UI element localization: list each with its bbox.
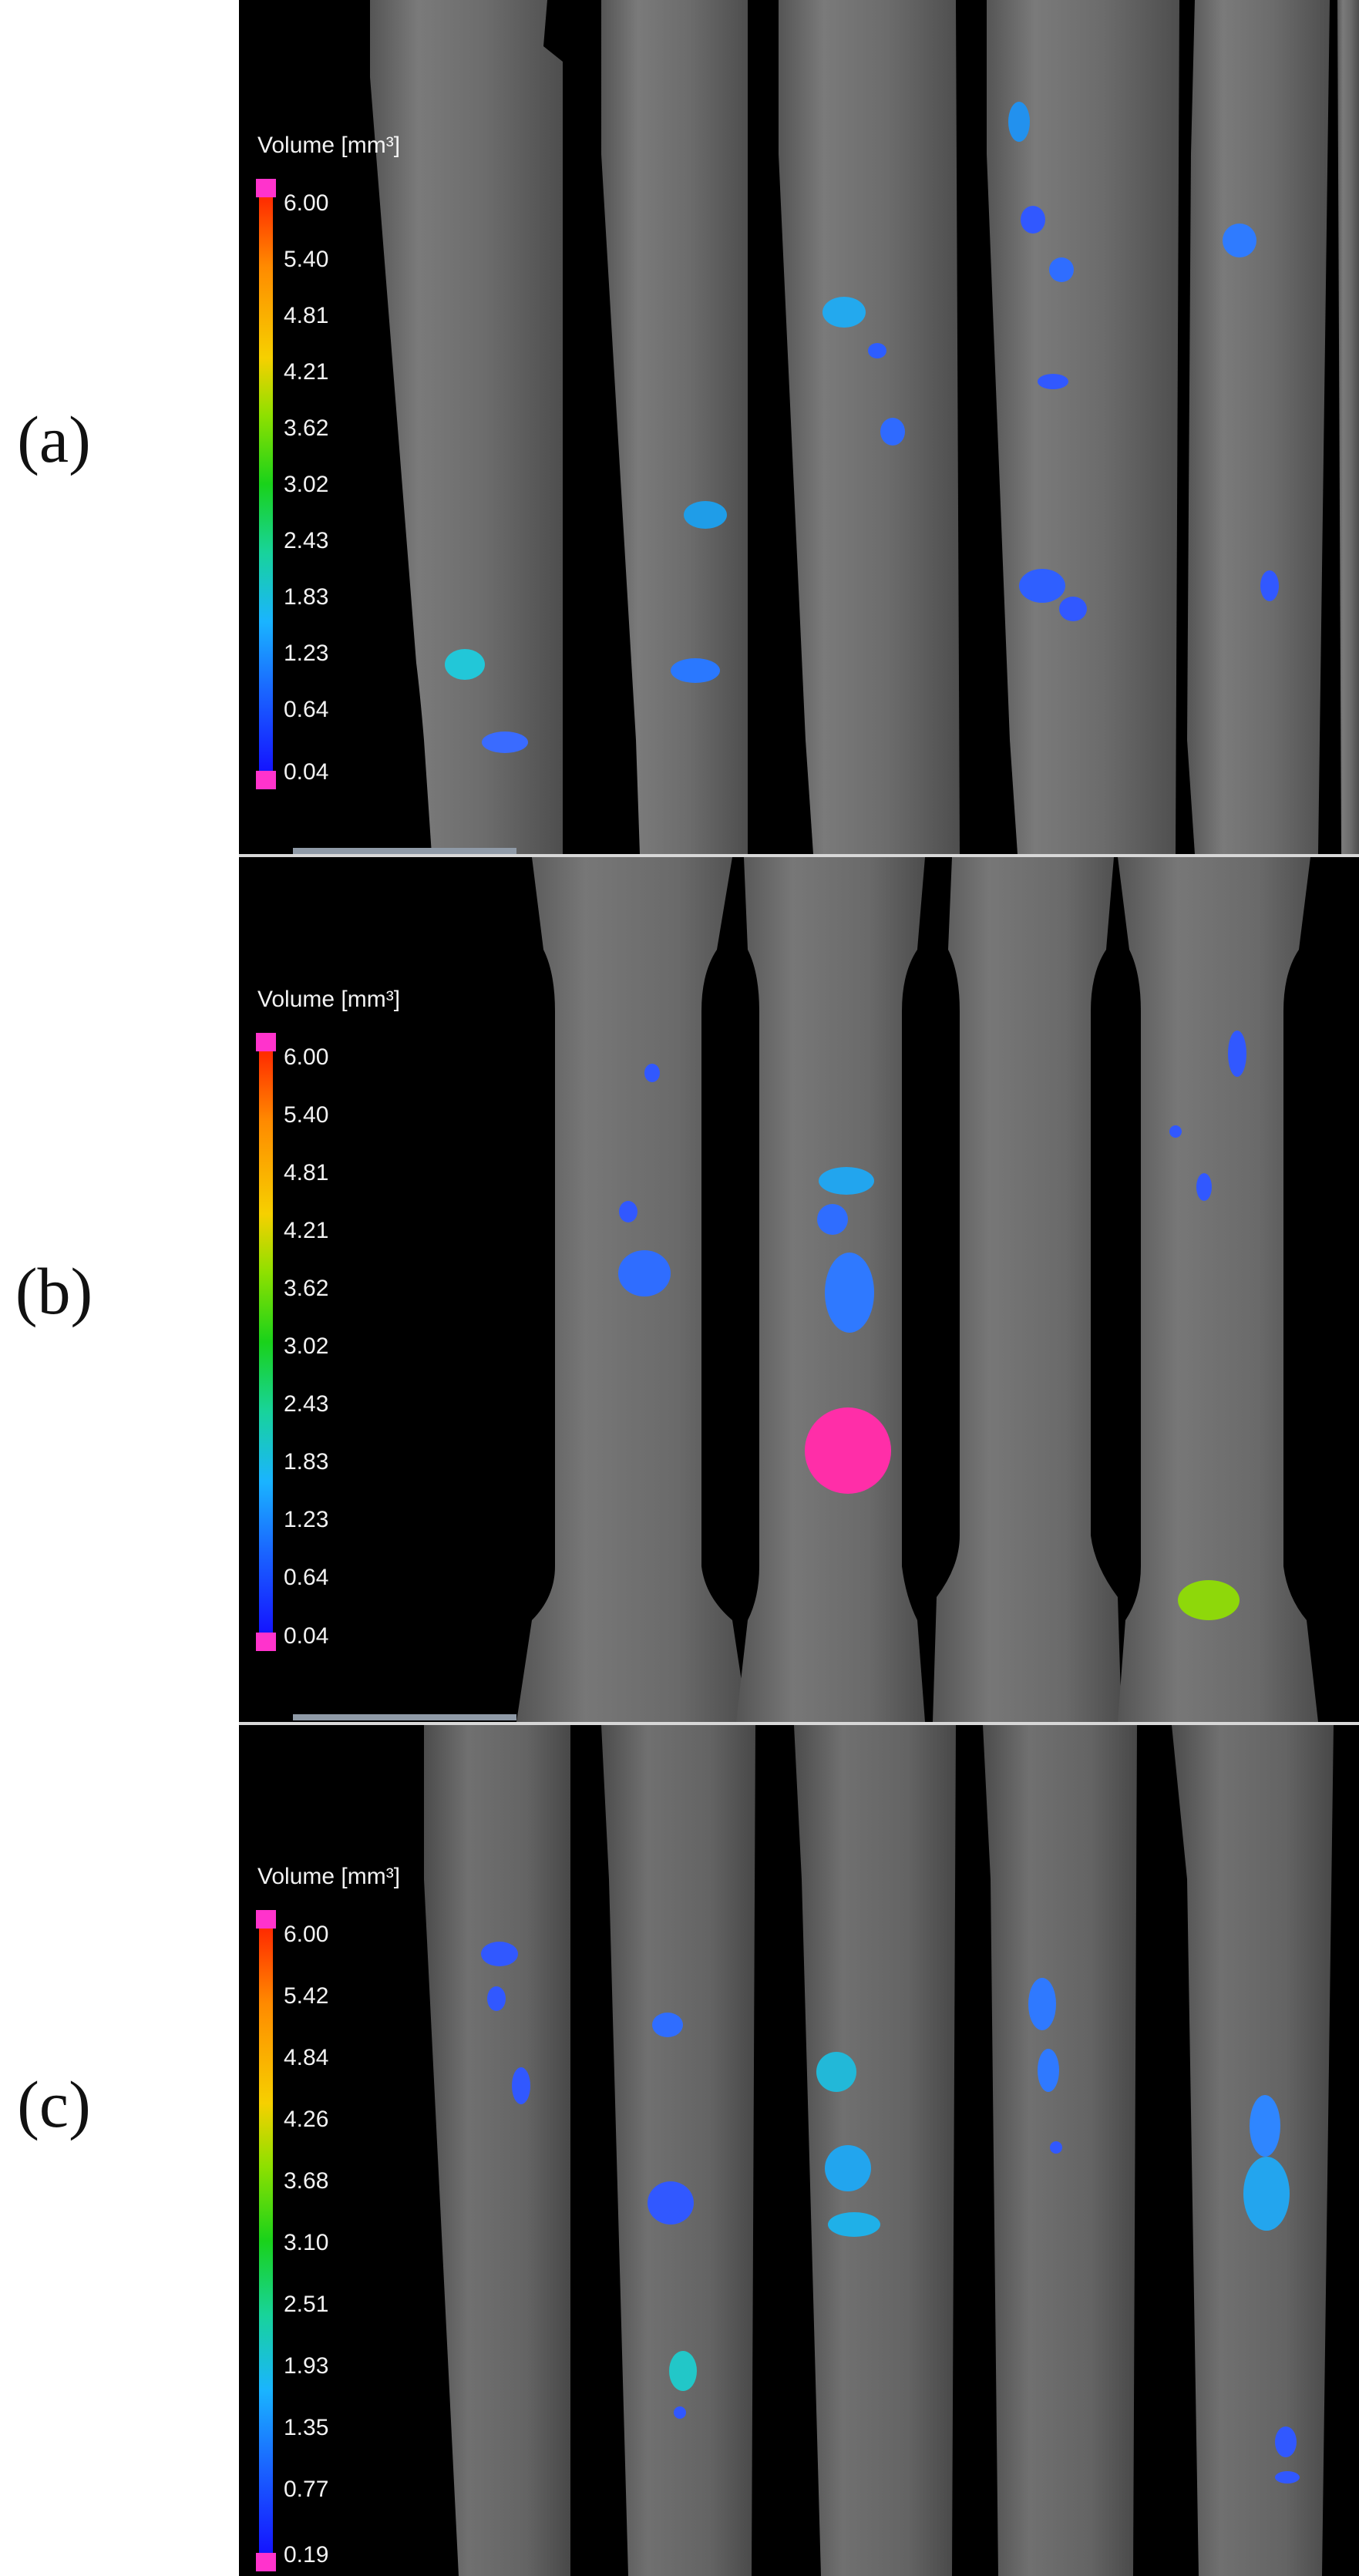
pore-cluster [618, 1031, 1246, 1620]
legend-tick: 5.42 [284, 1983, 329, 2009]
legend-tick: 3.62 [284, 1276, 329, 1301]
legend-cap-top [256, 179, 276, 197]
legend-tick: 1.35 [284, 2415, 329, 2440]
legend-tick: 4.21 [284, 1218, 329, 1243]
legend-cap-top [256, 1910, 276, 1929]
panel-label-b: (b) [15, 1254, 93, 1328]
legend-tick: 4.81 [284, 1160, 329, 1185]
legend-tick: 3.02 [284, 1333, 329, 1359]
panel-b: Volume [mm³] 6.00 5.40 4.81 4.21 3.62 3.… [239, 857, 1359, 1722]
specimen-rod [370, 0, 1359, 854]
color-scale-bar [259, 1929, 273, 2553]
panel-divider [239, 1722, 1359, 1725]
legend-tick: 3.62 [284, 415, 329, 441]
legend-tick: 1.93 [284, 2353, 329, 2379]
legend-tick: 2.43 [284, 1391, 329, 1417]
panel-label-a: (a) [17, 402, 91, 476]
legend-tick: 5.40 [284, 247, 329, 272]
legend-tick: 1.83 [284, 1449, 329, 1475]
legend-title: Volume [mm³] [257, 987, 401, 1012]
legend-tick: 0.04 [284, 759, 329, 785]
legend-tick: 6.00 [284, 1044, 329, 1070]
pore-cluster [481, 1942, 1300, 2484]
legend-tick: 3.68 [284, 2168, 329, 2194]
pore-cluster [445, 102, 1279, 753]
legend-tick: 4.21 [284, 359, 329, 385]
legend-tick: 3.02 [284, 472, 329, 497]
panel-c-specimens [424, 1725, 1334, 2576]
panel-a: Volume [mm³] 6.00 5.40 4.81 4.21 3.62 3.… [239, 0, 1359, 854]
legend-tick: 2.43 [284, 528, 329, 553]
legend-cap-top [256, 1033, 276, 1051]
panel-b-specimens [516, 857, 1318, 1722]
legend-tick: 0.64 [284, 1565, 329, 1590]
specimen-rod [424, 1725, 1334, 2576]
legend-tick: 4.81 [284, 303, 329, 328]
legend-tick: 1.23 [284, 1507, 329, 1532]
scale-bar [293, 848, 516, 854]
legend-tick: 6.00 [284, 1922, 329, 1947]
legend-title: Volume [mm³] [257, 133, 401, 158]
panel-c: Volume [mm³] 6.00 5.42 4.84 4.26 3.68 3.… [239, 1725, 1359, 2576]
legend-cap-bottom [256, 2553, 276, 2571]
legend-tick: 1.83 [284, 584, 329, 610]
legend-tick: 4.26 [284, 2107, 329, 2132]
legend-cap-bottom [256, 771, 276, 789]
legend-title: Volume [mm³] [257, 1864, 401, 1889]
scale-bar [293, 1714, 516, 1720]
legend-tick: 0.04 [284, 1623, 329, 1649]
color-scale-bar [259, 1051, 273, 1633]
legend-tick: 4.84 [284, 2045, 329, 2070]
legend-tick: 6.00 [284, 190, 329, 216]
panel-label-c: (c) [17, 2067, 91, 2141]
legend-cap-bottom [256, 1633, 276, 1651]
legend-tick: 2.51 [284, 2292, 329, 2317]
legend-tick: 0.19 [284, 2542, 329, 2568]
panel-divider [239, 854, 1359, 857]
legend-tick: 0.77 [284, 2477, 329, 2502]
legend-tick: 5.40 [284, 1102, 329, 1128]
color-scale-bar [259, 197, 273, 771]
legend-tick: 1.23 [284, 641, 329, 666]
panel-a-specimens [370, 0, 1359, 854]
legend-tick: 0.64 [284, 697, 329, 722]
legend-tick: 3.10 [284, 2230, 329, 2255]
